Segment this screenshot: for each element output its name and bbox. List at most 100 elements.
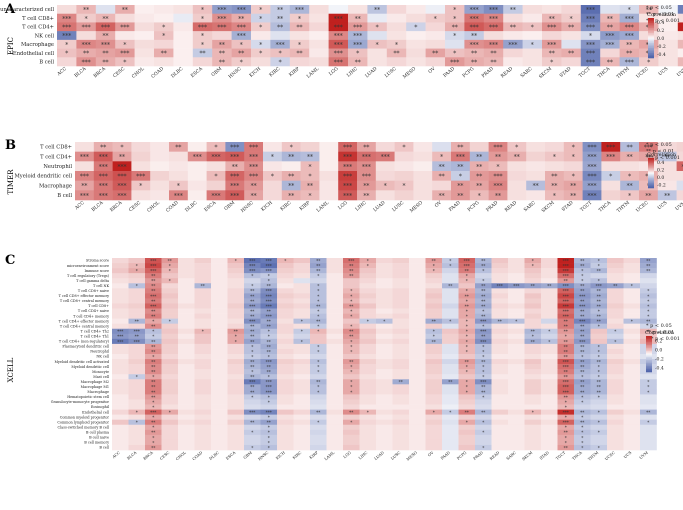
significance-mark: **: [267, 319, 272, 324]
significance-mark: **: [626, 51, 632, 58]
heatmap-cell: [503, 39, 523, 49]
legend-color-step: [648, 29, 654, 32]
heatmap-cell: [293, 258, 311, 264]
heatmap-cell: [161, 434, 179, 441]
significance-mark: **: [103, 33, 109, 40]
heatmap-cell: [375, 190, 395, 201]
heatmap-cell: [277, 288, 294, 294]
heatmap-cell: [639, 57, 659, 67]
significance-mark: **: [627, 145, 633, 152]
heatmap-cell: [178, 318, 195, 324]
significance-mark: ***: [362, 154, 371, 161]
heatmap-cell: [211, 313, 228, 319]
significance-mark: ***: [334, 24, 343, 31]
significance-mark: **: [250, 334, 255, 339]
legend-color-step: [648, 160, 654, 163]
heatmap-cell: [212, 39, 232, 49]
significance-mark: *: [628, 193, 631, 200]
heatmap-cell: [310, 313, 327, 319]
significance-mark: *: [121, 145, 124, 152]
heatmap-cell: [425, 323, 443, 330]
significance-mark: **: [355, 16, 361, 23]
heatmap-cell: [508, 258, 525, 264]
row-label: Myeloid dendritic cell: [14, 174, 72, 180]
heatmap-cell: [425, 258, 443, 264]
heatmap-cell: [508, 419, 525, 426]
heatmap-cell: [343, 283, 360, 289]
heatmap-cell: [194, 404, 212, 410]
heatmap-cell: [574, 333, 591, 340]
significance-mark: *: [466, 289, 469, 294]
heatmap-cell: [260, 399, 278, 405]
heatmap-cell: [161, 389, 179, 395]
heatmap-cell: [244, 328, 261, 335]
heatmap-cell: [293, 364, 311, 370]
significance-mark: *: [598, 263, 601, 268]
heatmap-cell: [425, 338, 443, 345]
significance-mark: ***: [547, 24, 556, 31]
heatmap-cell: [491, 283, 509, 289]
heatmap-cell: [607, 308, 624, 314]
heatmap-cell: [260, 384, 278, 390]
heatmap-cell: [508, 369, 525, 375]
heatmap-cell: [169, 180, 189, 191]
heatmap-cell: [392, 308, 410, 314]
heatmap-cell: [475, 323, 492, 330]
heatmap-cell: [491, 419, 509, 426]
heatmap-cell: [128, 298, 146, 304]
heatmap-cell: [319, 180, 339, 191]
heatmap-cell: [409, 374, 426, 380]
heatmap-cell: [541, 419, 558, 426]
heatmap-cell: [161, 439, 179, 446]
heatmap-cell: [359, 414, 377, 420]
significance-mark: **: [288, 154, 294, 161]
heatmap-cell: [145, 409, 162, 415]
heatmap-cell: [343, 399, 360, 405]
heatmap-cell: [475, 298, 492, 304]
heatmap-cell: [526, 142, 546, 152]
heatmap-cell: [507, 171, 527, 181]
significance-mark: *: [309, 174, 312, 181]
significance-mark: ***: [217, 24, 226, 31]
legend-color-step: [646, 360, 652, 362]
heatmap-cell: [607, 343, 624, 350]
heatmap-cell: [545, 180, 565, 191]
heatmap-cell: [574, 288, 591, 294]
significance-mark: **: [465, 269, 470, 274]
heatmap-cell: [326, 273, 344, 279]
heatmap-cell: [145, 338, 162, 345]
column-label: BLCA: [73, 66, 88, 80]
significance-mark: *: [383, 319, 386, 324]
significance-mark: **: [607, 59, 613, 66]
significance-mark: **: [481, 299, 486, 304]
heatmap-cell: [359, 384, 377, 390]
row-label: Immune score: [84, 269, 109, 273]
significance-mark: **: [316, 304, 321, 309]
heatmap-cell: [328, 48, 349, 58]
heatmap-cell: [545, 161, 565, 172]
heatmap-cell: [326, 414, 344, 420]
heatmap-cell: [557, 354, 575, 360]
heatmap-cell: [145, 268, 162, 274]
heatmap-cell: [574, 374, 591, 380]
significance-mark: *: [453, 7, 456, 14]
heatmap-cell: [491, 384, 509, 390]
heatmap-cell: [75, 180, 95, 191]
heatmap-cell: [557, 404, 575, 410]
legend-color-step: [648, 33, 654, 35]
heatmap-cell: [194, 374, 212, 380]
heatmap-cell: [640, 258, 657, 264]
column-label: LAML: [306, 66, 321, 80]
significance-mark: **: [119, 154, 125, 161]
heatmap-cell: [93, 142, 113, 152]
heatmap-cell: [192, 48, 213, 58]
heatmap-cell: [112, 328, 129, 335]
heatmap-cell: [392, 348, 410, 355]
significance-mark: *: [136, 284, 139, 289]
heatmap-cell: [658, 48, 679, 58]
heatmap-cell: [425, 359, 443, 365]
heatmap-cell: [458, 283, 476, 289]
heatmap-cell: [524, 293, 542, 299]
heatmap-cell: [293, 313, 311, 319]
column-label: ESCA: [225, 450, 237, 461]
